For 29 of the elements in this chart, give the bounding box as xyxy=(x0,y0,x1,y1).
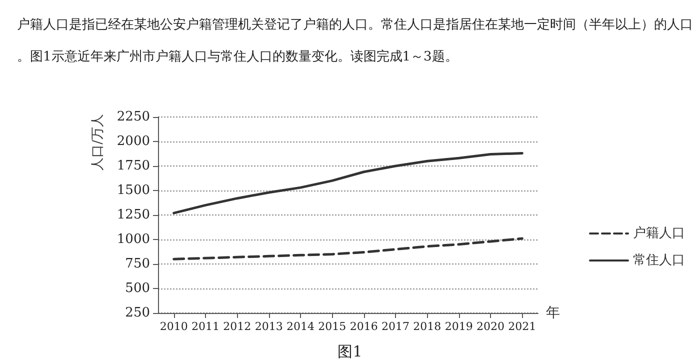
line-series xyxy=(172,237,524,260)
x-tick-label: 2018 xyxy=(413,320,442,333)
y-tick-label: 2000 xyxy=(116,134,150,149)
x-tick-label: 2015 xyxy=(318,320,346,333)
y-tick-label: 750 xyxy=(125,256,150,272)
y-tick-label: 2250 xyxy=(116,110,150,124)
x-tick-label: 2017 xyxy=(382,320,410,333)
x-tick-label: 2019 xyxy=(444,320,473,333)
caption: 图1 xyxy=(338,342,362,360)
y-tick-label: 1000 xyxy=(116,232,150,247)
chart-title: 户籍人口是指已经在某地公安户籍管理机关登记了户籍的人口。常住人口是指居住在某地一定时间（半年以上）的人口。图1示意近年来广州市户籍人口与常住人口的数量变化。读图完成1～3题。 xyxy=(17,18,693,64)
y-tick-label: 1750 xyxy=(116,158,150,174)
line-series xyxy=(172,152,524,214)
y-tick-label: 1500 xyxy=(116,183,150,198)
x-tick-label: 2013 xyxy=(254,320,283,333)
x-axis-title: 年 xyxy=(546,305,560,321)
x-tick-label: 2012 xyxy=(223,320,252,333)
x-tick-label: 2020 xyxy=(476,320,504,333)
x-tick-label: 2011 xyxy=(192,320,220,333)
x-tick-label: 2014 xyxy=(286,320,314,333)
legend-label: 户籍人口 xyxy=(633,226,685,241)
y-tick-label: 250 xyxy=(125,306,150,320)
y-tick-label: 1250 xyxy=(116,208,150,222)
x-tick-label: 2016 xyxy=(350,320,378,333)
y-tick-label: 500 xyxy=(125,281,150,296)
x-tick-label: 2021 xyxy=(508,320,536,333)
legend-label: 常住人口 xyxy=(633,253,685,268)
y-axis-title: 人口/万人 xyxy=(90,114,106,170)
x-tick-label: 2010 xyxy=(160,320,188,333)
